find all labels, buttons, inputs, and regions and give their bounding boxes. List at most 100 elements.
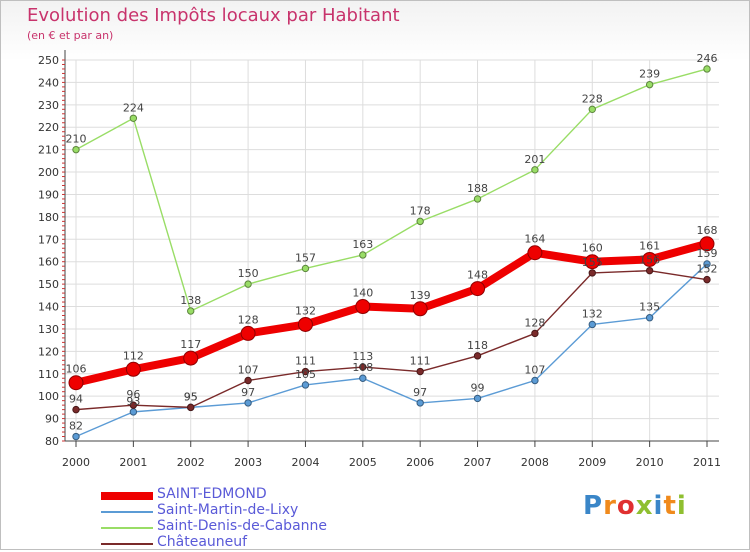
data-point <box>129 401 138 409</box>
x-tick-label: 2003 <box>234 456 262 469</box>
data-point <box>240 325 256 341</box>
data-label: 224 <box>123 101 144 114</box>
legend-swatch <box>101 511 153 513</box>
series-line <box>75 68 708 312</box>
legend-label: Châteauneuf <box>157 534 248 550</box>
data-label: 107 <box>238 363 259 376</box>
legend-label: Saint-Martin-de-Lixy <box>157 502 299 518</box>
data-label: 161 <box>639 239 660 252</box>
data-label: 160 <box>582 242 603 255</box>
data-point <box>301 381 310 389</box>
data-point <box>527 245 543 261</box>
y-tick-label: 90 <box>45 413 59 426</box>
data-label: 95 <box>184 390 198 403</box>
data-label: 150 <box>238 267 259 280</box>
data-point <box>416 399 424 407</box>
x-tick-label: 2006 <box>406 456 434 469</box>
data-label: 111 <box>410 355 431 368</box>
y-tick-label: 190 <box>38 188 59 201</box>
data-label: 168 <box>697 224 718 237</box>
data-label: 228 <box>582 92 603 105</box>
data-label: 96 <box>126 388 140 401</box>
y-tick-label: 150 <box>38 278 59 291</box>
legend-swatch <box>101 543 153 545</box>
series-line <box>72 239 711 387</box>
y-tick-label: 160 <box>38 256 59 269</box>
data-point <box>584 254 600 270</box>
x-tick-label: 2011 <box>693 456 721 469</box>
series-line <box>75 269 708 411</box>
x-tick-label: 2004 <box>291 456 319 469</box>
logo-letter: r <box>603 491 617 521</box>
series <box>68 65 715 441</box>
data-label: 113 <box>352 350 373 363</box>
y-tick-label: 240 <box>38 76 59 89</box>
data-point <box>72 145 80 154</box>
y-tick-label: 200 <box>38 166 59 179</box>
data-label: 82 <box>69 420 83 433</box>
y-tick-label: 250 <box>38 54 59 67</box>
data-label: 135 <box>639 301 660 314</box>
chart-title: Evolution des Impôts locaux par Habitant <box>27 5 400 26</box>
data-label: 201 <box>524 153 545 166</box>
data-point <box>125 361 141 377</box>
data-point <box>588 320 596 329</box>
data-label: 159 <box>697 247 718 260</box>
y-tick-label: 140 <box>38 301 59 314</box>
data-label: 128 <box>524 316 545 329</box>
x-tick-label: 2007 <box>464 456 492 469</box>
data-point <box>645 80 654 89</box>
data-point <box>129 408 138 416</box>
y-tick-label: 170 <box>38 233 59 246</box>
data-point <box>359 374 367 382</box>
logo-letter: P <box>583 491 604 521</box>
logo-letter: i <box>676 491 687 521</box>
data-point <box>470 281 486 297</box>
data-point <box>473 195 482 203</box>
series-saint-martin-de-lixy <box>72 260 711 441</box>
y-tick-label: 120 <box>38 345 59 358</box>
series-saint-edmond <box>68 236 715 391</box>
data-point <box>183 350 199 366</box>
data-point <box>187 307 195 315</box>
data-label: 163 <box>352 238 373 251</box>
axes: 8090100110120130140150160170180190200210… <box>38 50 721 469</box>
data-point <box>68 375 84 391</box>
x-tick-label: 2008 <box>521 456 549 469</box>
y-tick-label: 130 <box>38 323 59 336</box>
data-label: 188 <box>467 182 488 195</box>
data-point <box>531 329 539 338</box>
data-point <box>297 316 313 332</box>
data-point <box>416 367 424 376</box>
legend-swatch <box>101 527 153 529</box>
data-point <box>416 217 424 226</box>
series-saint-denis-de-cabanne <box>72 65 711 315</box>
data-point <box>244 399 252 407</box>
data-label: 111 <box>295 355 316 368</box>
data-label: 117 <box>180 338 201 351</box>
data-point <box>588 105 596 114</box>
data-label: 132 <box>295 304 316 317</box>
data-label: 108 <box>352 361 373 374</box>
series-chateauneuf <box>72 266 711 414</box>
x-tick-label: 2010 <box>636 456 664 469</box>
data-label: 164 <box>524 233 545 246</box>
data-label: 97 <box>241 386 255 399</box>
data-label: 152 <box>697 263 718 276</box>
legend-swatch <box>101 492 153 500</box>
legend-label: SAINT-EDMOND <box>157 486 267 502</box>
data-point <box>187 403 195 412</box>
data-label: 95 <box>184 390 198 403</box>
data-label: 210 <box>66 133 87 146</box>
x-tick-label: 2002 <box>177 456 205 469</box>
data-point <box>588 269 596 277</box>
data-label: 112 <box>123 349 144 362</box>
data-point <box>703 65 711 73</box>
data-label: 239 <box>639 68 660 81</box>
grid <box>65 59 719 442</box>
data-label: 128 <box>238 313 259 326</box>
x-tick-label: 2005 <box>349 456 377 469</box>
data-point <box>531 376 539 385</box>
data-label: 107 <box>524 363 545 376</box>
